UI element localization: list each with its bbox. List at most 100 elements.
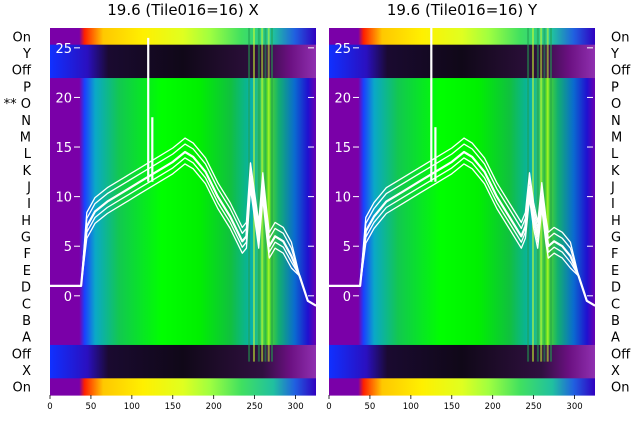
row-label: J <box>610 180 615 195</box>
row-label: Off <box>12 347 32 362</box>
row-label: C <box>22 297 31 312</box>
x-axis: 0 50 100 150 200 250 300 <box>47 395 304 412</box>
row-label: E <box>23 264 31 279</box>
heatmap-row-16 <box>329 294 595 313</box>
row-label: D <box>21 281 31 296</box>
x-tick-label: 200 <box>206 402 222 412</box>
row-label: G <box>611 231 621 246</box>
row-label: G <box>21 231 31 246</box>
heatmap-stripe <box>270 28 273 362</box>
row-label: On <box>611 381 629 396</box>
heatmap-row-20 <box>329 361 595 379</box>
heatmap-row-9 <box>329 178 595 196</box>
heatmap-row-15 <box>329 278 595 296</box>
heatmap-row-0 <box>329 28 595 46</box>
row-label: A <box>22 331 31 346</box>
chart-title: 19.6 (Tile016=16) Y <box>387 1 538 19</box>
x-tick-label: 50 <box>365 402 376 412</box>
overlay-lines <box>50 37 316 307</box>
heatmap-row-14 <box>50 261 316 279</box>
row-label: Off <box>611 64 631 79</box>
y-tick-label: 10 <box>334 191 351 206</box>
row-label: Off <box>12 64 32 79</box>
heatmap-row-16 <box>50 294 316 313</box>
y-tick-label: 5 <box>64 240 72 255</box>
row-label: D <box>611 281 621 296</box>
x-axis: 0 50 100 150 200 250 300 <box>326 395 583 412</box>
row-label: On <box>611 30 629 45</box>
heatmap-stripe <box>546 28 549 362</box>
chart-title: 19.6 (Tile016=16) X <box>107 1 258 19</box>
heatmap-row-1 <box>329 44 595 62</box>
heatmap-row-5 <box>50 111 316 129</box>
x-tick-label: 200 <box>485 402 501 412</box>
row-label: ** O <box>4 97 31 112</box>
heatmap-row-19 <box>50 344 316 363</box>
row-label: E <box>611 264 619 279</box>
row-label: N <box>611 114 621 129</box>
heatmap-row-20 <box>50 361 316 379</box>
row-label: H <box>611 214 621 229</box>
overlay-series-line <box>329 143 595 307</box>
heatmap-stripe <box>543 28 546 362</box>
y-tick-label: 25 <box>334 42 351 57</box>
heatmap-stripe <box>257 28 260 362</box>
heatmap-row-8 <box>329 161 595 179</box>
row-label: O <box>611 97 621 112</box>
heatmap-row-21 <box>50 378 316 396</box>
overlay-series-line <box>50 150 316 307</box>
overlay-series-line <box>50 143 316 307</box>
x-tick-label: 50 <box>86 402 97 412</box>
x-tick-label: 250 <box>246 402 262 412</box>
x-tick-label: 100 <box>403 402 419 412</box>
heatmap-row-0 <box>50 28 316 46</box>
heatmap-row-8 <box>50 161 316 179</box>
y-axis-overlay: 0 5 10 15 20 25 <box>55 42 314 305</box>
overlay-series-line <box>50 137 316 307</box>
overlay-series-line <box>329 137 595 307</box>
heatmap-row-18 <box>329 328 595 346</box>
heatmap-row-21 <box>329 378 595 396</box>
row-label: J <box>26 180 31 195</box>
heatmap-row-6 <box>329 128 595 146</box>
heatmap-stripe <box>267 28 270 362</box>
x-tick-label: 150 <box>165 402 181 412</box>
row-label: F <box>611 247 618 262</box>
heatmap-row-15 <box>50 278 316 296</box>
row-label: P <box>611 80 619 95</box>
heatmap-row-9 <box>50 178 316 196</box>
row-label: M <box>611 130 622 145</box>
heatmap-row-6 <box>50 128 316 146</box>
row-label: K <box>22 164 31 179</box>
heatmap-stripe <box>536 28 539 362</box>
x-tick-label: 300 <box>287 402 303 412</box>
row-label: X <box>611 364 620 379</box>
heatmap-row-2 <box>50 61 316 79</box>
row-label: A <box>611 331 620 346</box>
overlay-series-line <box>50 157 316 307</box>
heatmap-row-4 <box>50 94 316 113</box>
row-label: I <box>27 197 31 212</box>
overlay-series-line <box>50 163 316 307</box>
row-label: B <box>22 314 31 329</box>
y-tick-label: 0 <box>64 290 72 305</box>
x-tick-label: 0 <box>47 402 52 412</box>
x-tick-label: 0 <box>326 402 331 412</box>
row-label: X <box>22 364 31 379</box>
x-tick-label: 300 <box>566 402 582 412</box>
heatmap-row-10 <box>329 194 595 213</box>
y-tick-label: 0 <box>343 290 351 305</box>
heatmap-row-1 <box>50 44 316 62</box>
overlay-series-line <box>329 163 595 307</box>
overlay-series-line <box>329 157 595 307</box>
row-label: Off <box>611 347 631 362</box>
heatmap-row-5 <box>329 111 595 129</box>
row-label: Y <box>22 47 31 62</box>
y-axis-overlay: 0 5 10 15 20 25 <box>334 42 593 305</box>
heatmap-row-2 <box>329 61 595 79</box>
row-label: B <box>611 314 620 329</box>
row-label: M <box>20 130 31 145</box>
